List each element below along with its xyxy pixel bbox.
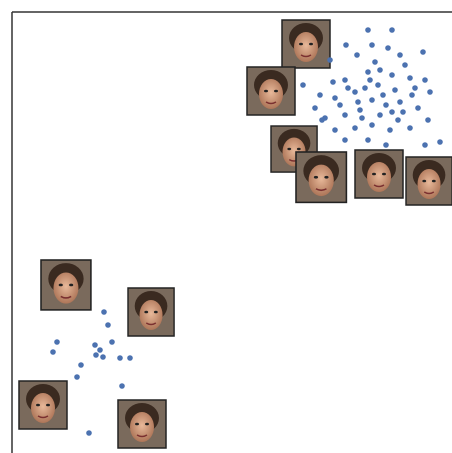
scatter-point [369, 97, 375, 103]
scatter-point [86, 430, 92, 436]
scatter-point [50, 349, 56, 355]
scatter-point [354, 52, 360, 58]
scatter-point [362, 85, 368, 91]
scatter-point [365, 27, 371, 33]
scatter-point [127, 355, 133, 361]
scatter-point [400, 109, 406, 115]
scatter-point [117, 355, 123, 361]
scatter-point [300, 82, 306, 88]
scatter-point [412, 85, 418, 91]
scatter-point [337, 102, 343, 108]
scatter-point [420, 49, 426, 55]
scatter-point [422, 77, 428, 83]
scatter-point [387, 127, 393, 133]
chart [0, 0, 452, 453]
scatter-point [365, 137, 371, 143]
scatter-point [330, 79, 336, 85]
scatter-point [101, 309, 107, 315]
face-thumbnail [19, 381, 67, 429]
scatter-point [312, 105, 318, 111]
scatter-point [385, 45, 391, 51]
face-thumbnail [41, 260, 91, 310]
scatter-point [392, 87, 398, 93]
scatter-point [383, 142, 389, 148]
scatter-point [389, 27, 395, 33]
scatter-point [332, 127, 338, 133]
scatter-point [100, 354, 106, 360]
scatter-point [74, 374, 80, 380]
face-thumbnail [247, 67, 295, 115]
scatter-point [383, 102, 389, 108]
scatter-point [422, 142, 428, 148]
scatter-point [359, 115, 365, 121]
face-thumbnail [118, 400, 166, 448]
scatter-point [345, 85, 351, 91]
scatter-point [372, 59, 378, 65]
scatter-point [93, 352, 99, 358]
scatter-point [352, 89, 358, 95]
scatter-point [407, 125, 413, 131]
scatter-point [369, 122, 375, 128]
face-thumbnail [128, 288, 174, 336]
scatter-point [397, 99, 403, 105]
scatter-point [380, 92, 386, 98]
face-thumbnail [296, 152, 346, 202]
scatter-point [319, 117, 325, 123]
scatter-point [407, 75, 413, 81]
scatter-point [97, 347, 103, 353]
scatter-point [355, 99, 361, 105]
scatter-point [119, 383, 125, 389]
scatter-point [54, 339, 60, 345]
face-thumbnails [19, 20, 452, 448]
scatter-point [317, 92, 323, 98]
scatter-point [395, 117, 401, 123]
scatter-point [369, 42, 375, 48]
face-thumbnail [406, 157, 452, 205]
scatter-point [365, 69, 371, 75]
scatter-point [377, 67, 383, 73]
scatter-point [92, 342, 98, 348]
scatter-point [342, 112, 348, 118]
scatter-point [352, 125, 358, 131]
scatter-point [427, 89, 433, 95]
scatter-point [343, 42, 349, 48]
scatter-point [409, 92, 415, 98]
scatter-point [109, 339, 115, 345]
scatter-point [78, 362, 84, 368]
scatter-point [357, 107, 363, 113]
scatter-point [402, 62, 408, 68]
scatter-point [105, 322, 111, 328]
scatter-point [375, 82, 381, 88]
scatter-point [327, 57, 333, 63]
scatter-point [415, 105, 421, 111]
scatter-point [389, 109, 395, 115]
scatter-point [437, 139, 443, 145]
scatter-point [377, 112, 383, 118]
scatter-point [397, 52, 403, 58]
face-thumbnail [355, 150, 403, 198]
scatter-point [332, 95, 338, 101]
scatter-point [367, 77, 373, 83]
scatter-point [342, 77, 348, 83]
face-thumbnail [282, 20, 330, 68]
scatter-point [342, 137, 348, 143]
scatter-point [389, 72, 395, 78]
scatter-point [425, 117, 431, 123]
